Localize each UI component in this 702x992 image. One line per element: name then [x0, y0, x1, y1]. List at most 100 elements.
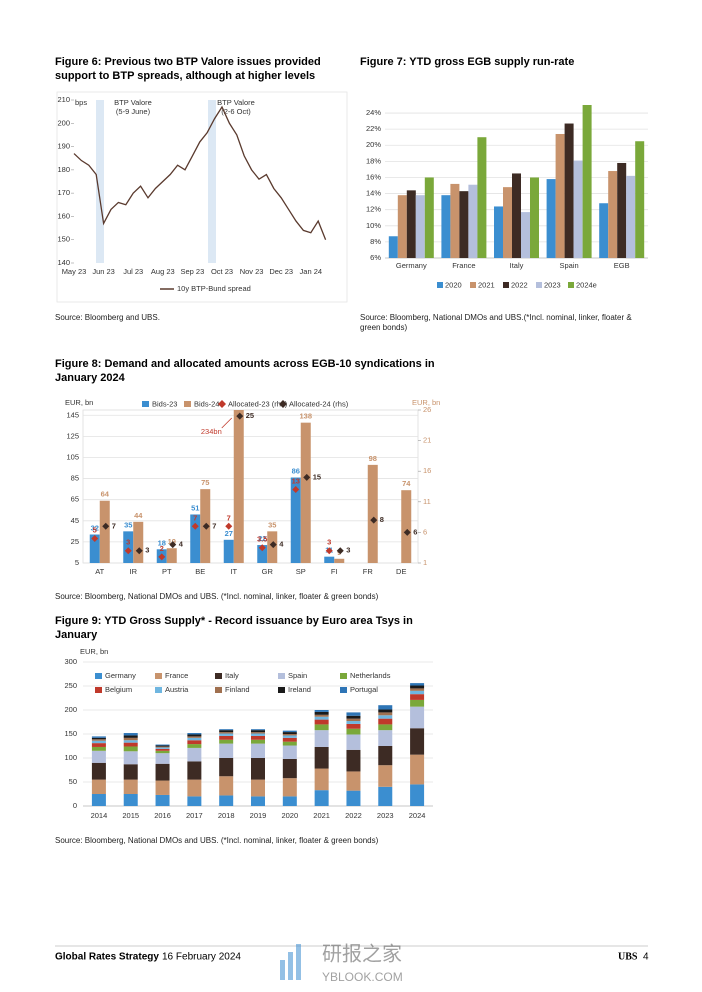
bar	[521, 212, 530, 258]
data-label: 18	[158, 538, 166, 547]
marker	[135, 547, 143, 555]
y-tick-label: 150	[57, 235, 70, 244]
x-tick-label: 2014	[91, 811, 108, 820]
x-tick-label: IT	[230, 567, 237, 576]
data-label: 234bn	[201, 427, 222, 436]
x-tick-label: EGB	[614, 261, 630, 270]
axis-label: EUR, bn	[65, 398, 93, 407]
bar	[401, 490, 412, 563]
data-label: 44	[134, 511, 143, 520]
bar-segment	[346, 715, 361, 719]
bar-segment	[346, 712, 361, 716]
y-tick-label: 125	[66, 431, 79, 440]
legend-swatch	[95, 673, 102, 679]
legend-swatch	[184, 401, 191, 407]
bar	[617, 162, 627, 258]
y-tick-label: 300	[64, 657, 77, 666]
bar-segment	[282, 796, 297, 806]
bar-segment	[251, 796, 265, 806]
bar	[424, 177, 434, 258]
x-tick-label: AT	[95, 567, 104, 576]
bar	[530, 177, 539, 258]
data-label: 3	[126, 538, 130, 547]
bar-segment	[314, 719, 329, 725]
figure-source: Source: Bloomberg, National DMOs and UBS…	[55, 836, 379, 845]
y-tick-label: 45	[71, 516, 79, 525]
bar	[512, 173, 521, 258]
x-tick-label: Aug 23	[151, 267, 175, 276]
legend-label: Germany	[105, 671, 136, 680]
bar-segment	[410, 690, 425, 695]
marker	[269, 541, 277, 549]
axis-label: EUR, bn	[412, 398, 440, 407]
y-tick-label: 200	[64, 705, 77, 714]
y-tick-label: 5	[75, 558, 79, 567]
x-tick-label: 2024	[409, 811, 426, 820]
bar	[123, 531, 134, 563]
bar-segment	[123, 794, 138, 806]
bar-segment	[155, 763, 170, 781]
legend-label: Belgium	[105, 685, 132, 694]
bar-segment	[314, 724, 329, 731]
bar	[564, 123, 574, 258]
bar-segment	[91, 746, 106, 751]
x-tick-label: BE	[195, 567, 205, 576]
legend-swatch	[142, 401, 149, 407]
figure-source: Source: Bloomberg, National DMOs and UBS…	[360, 313, 632, 332]
bar-segment	[187, 744, 202, 748]
highlight-band	[208, 100, 216, 263]
bar	[133, 521, 144, 563]
bar-segment	[410, 683, 425, 686]
legend-label: Italy	[225, 671, 239, 680]
legend-label: France	[165, 671, 188, 680]
legend-label: 2024e	[576, 280, 597, 289]
series-line	[73, 105, 327, 240]
bar-segment	[410, 706, 425, 729]
bar-segment	[155, 745, 170, 747]
bar-segment	[251, 735, 265, 740]
marker	[191, 522, 199, 530]
bar-segment	[346, 790, 361, 806]
bar-segment	[187, 796, 202, 806]
legend-label: Spain	[288, 671, 307, 680]
bar-segment	[378, 718, 393, 725]
bar	[635, 141, 645, 258]
bar-segment	[251, 733, 265, 736]
x-tick-label: 2020	[281, 811, 298, 820]
marker	[91, 535, 99, 543]
x-tick-label: GR	[262, 567, 274, 576]
data-label: 75	[201, 478, 209, 487]
data-label: 19	[168, 537, 176, 546]
data-label: 3	[346, 546, 350, 555]
bar	[599, 203, 609, 258]
marker	[225, 522, 233, 530]
legend-swatch	[215, 687, 222, 693]
bar-segment	[123, 764, 138, 780]
bar	[367, 464, 378, 563]
x-tick-label: Jan 24	[300, 267, 323, 276]
bar-segment	[346, 771, 361, 791]
bar-segment	[155, 744, 170, 746]
data-label: 4	[279, 540, 284, 549]
y-tick-label: 160	[57, 211, 70, 220]
bar-segment	[187, 779, 202, 797]
bar-segment	[314, 746, 329, 769]
legend-swatch	[155, 687, 162, 693]
legend-swatch	[95, 687, 102, 693]
x-tick-label: Oct 23	[211, 267, 233, 276]
figure-source: Source: Bloomberg, National DMOs and UBS…	[55, 592, 379, 601]
data-label: 3	[327, 538, 331, 547]
y-tick-label: 18%	[366, 156, 381, 165]
legend-label: Allocated-23 (rhs)	[228, 399, 288, 408]
bar-segment	[346, 728, 361, 735]
bar-segment	[251, 730, 265, 733]
bar	[608, 171, 618, 258]
bar-segment	[219, 733, 234, 736]
watermark-icon	[296, 944, 301, 980]
plot-frame	[56, 91, 348, 303]
bar-segment	[410, 694, 425, 700]
legend-label: Austria	[165, 685, 189, 694]
bar-segment	[314, 716, 329, 720]
x-tick-label: Jul 23	[123, 267, 143, 276]
x-tick-label: 2015	[122, 811, 139, 820]
